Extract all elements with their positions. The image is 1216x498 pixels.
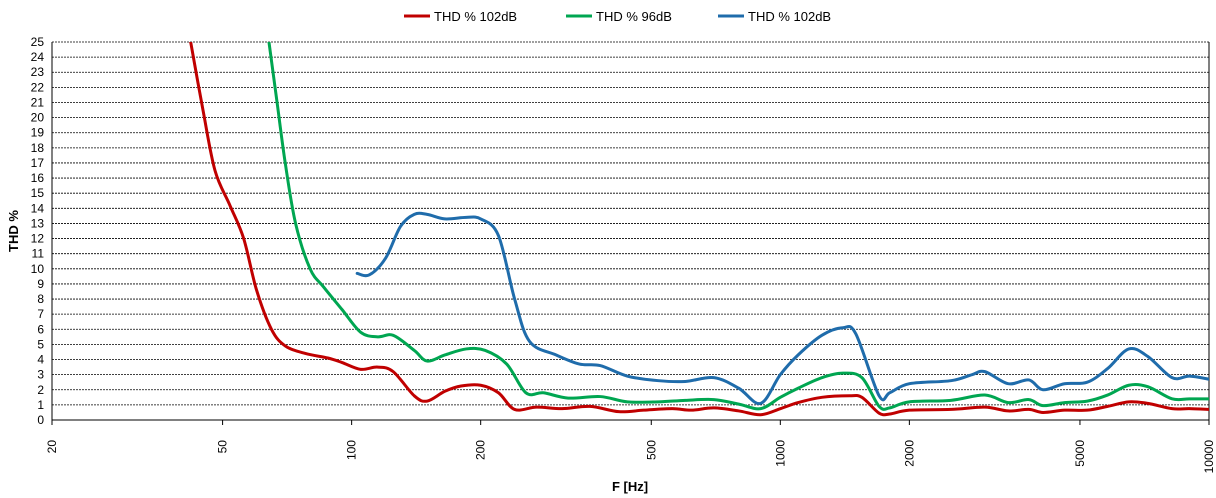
series-line-1 xyxy=(189,42,1209,417)
y-tick-label: 25 xyxy=(31,35,45,49)
y-tick-label: 10 xyxy=(31,262,45,276)
y-tick-label: 18 xyxy=(31,141,45,155)
y-tick-label: 12 xyxy=(31,232,45,246)
series-lines xyxy=(189,42,1209,417)
legend-label-3: THD % 102dB xyxy=(748,9,831,24)
y-tick-label: 14 xyxy=(31,201,45,215)
x-axis-ticks: 20 50 100 200 500 1000 2000 5000 10000 xyxy=(45,420,1216,473)
legend-label-2: THD % 96dB xyxy=(596,9,672,24)
legend: THD % 102dB THD % 96dB THD % 102dB xyxy=(404,9,831,24)
x-tick-label: 100 xyxy=(345,440,359,460)
x-tick-label: 1000 xyxy=(773,440,787,467)
series-line-3 xyxy=(355,211,1209,406)
y-tick-label: 6 xyxy=(37,322,44,336)
y-tick-label: 3 xyxy=(37,368,44,382)
x-tick-label: 500 xyxy=(644,440,658,460)
y-tick-label: 8 xyxy=(37,292,44,306)
y-tick-label: 4 xyxy=(37,353,44,367)
y-tick-label: 21 xyxy=(31,95,45,109)
y-tick-label: 24 xyxy=(31,50,45,64)
y-tick-label: 16 xyxy=(31,171,45,185)
y-axis-title: THD % xyxy=(6,210,21,252)
y-tick-label: 17 xyxy=(31,156,45,170)
y-tick-label: 20 xyxy=(31,111,45,125)
x-tick-label: 200 xyxy=(474,440,488,460)
y-tick-label: 19 xyxy=(31,126,45,140)
y-tick-label: 15 xyxy=(31,186,45,200)
y-tick-label: 0 xyxy=(37,413,44,427)
x-tick-label: 10000 xyxy=(1202,440,1216,474)
y-tick-label: 13 xyxy=(31,216,45,230)
x-tick-label: 5000 xyxy=(1073,440,1087,467)
y-tick-label: 5 xyxy=(37,337,44,351)
x-axis-title: F [Hz] xyxy=(612,479,648,494)
y-tick-label: 1 xyxy=(37,398,44,412)
y-tick-label: 22 xyxy=(31,80,45,94)
y-axis-ticks: 0123456789101112131415161718192021222324… xyxy=(31,35,45,427)
legend-label-1: THD % 102dB xyxy=(434,9,517,24)
y-tick-label: 7 xyxy=(37,307,44,321)
series-line-2 xyxy=(267,42,1209,411)
y-tick-label: 9 xyxy=(37,277,44,291)
x-tick-label: 2000 xyxy=(902,440,916,467)
y-tick-label: 2 xyxy=(37,383,44,397)
x-tick-label: 50 xyxy=(216,440,230,454)
grid-lines xyxy=(51,41,1210,421)
y-tick-label: 23 xyxy=(31,65,45,79)
x-tick-label: 20 xyxy=(45,440,59,454)
y-tick-label: 11 xyxy=(32,247,45,261)
